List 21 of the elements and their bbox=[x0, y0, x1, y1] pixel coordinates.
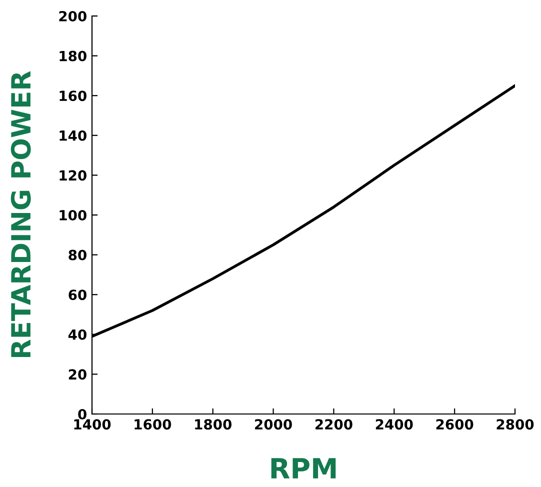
x-tick-label: 2200 bbox=[315, 419, 352, 430]
x-tick-label: 1600 bbox=[134, 419, 172, 430]
x-tick-label: 1800 bbox=[195, 419, 232, 430]
y-tick-label: 120 bbox=[60, 170, 86, 181]
y-tick-label: 20 bbox=[68, 369, 86, 380]
y-tick-label: 0 bbox=[78, 408, 86, 420]
y-tick-label: 160 bbox=[60, 90, 86, 102]
x-tick-label: 1400 bbox=[74, 419, 111, 430]
x-tick-label: 2400 bbox=[376, 419, 413, 430]
y-tick-label: 200 bbox=[59, 10, 86, 22]
y-axis-title: RETARDING POWER bbox=[10, 71, 31, 358]
y-tick-label: 80 bbox=[68, 250, 86, 260]
x-axis-title: RPM bbox=[271, 458, 336, 478]
x-tick-label: 2600 bbox=[436, 419, 474, 430]
x-tick-label: 2800 bbox=[496, 419, 534, 430]
y-tick-label: 60 bbox=[68, 290, 86, 300]
y-tick-label: 180 bbox=[60, 50, 86, 62]
y-tick-label: 40 bbox=[68, 329, 86, 340]
y-tick-label: 140 bbox=[60, 130, 86, 141]
y-tick-label: 100 bbox=[60, 210, 86, 220]
x-tick-label: 2000 bbox=[255, 419, 292, 430]
